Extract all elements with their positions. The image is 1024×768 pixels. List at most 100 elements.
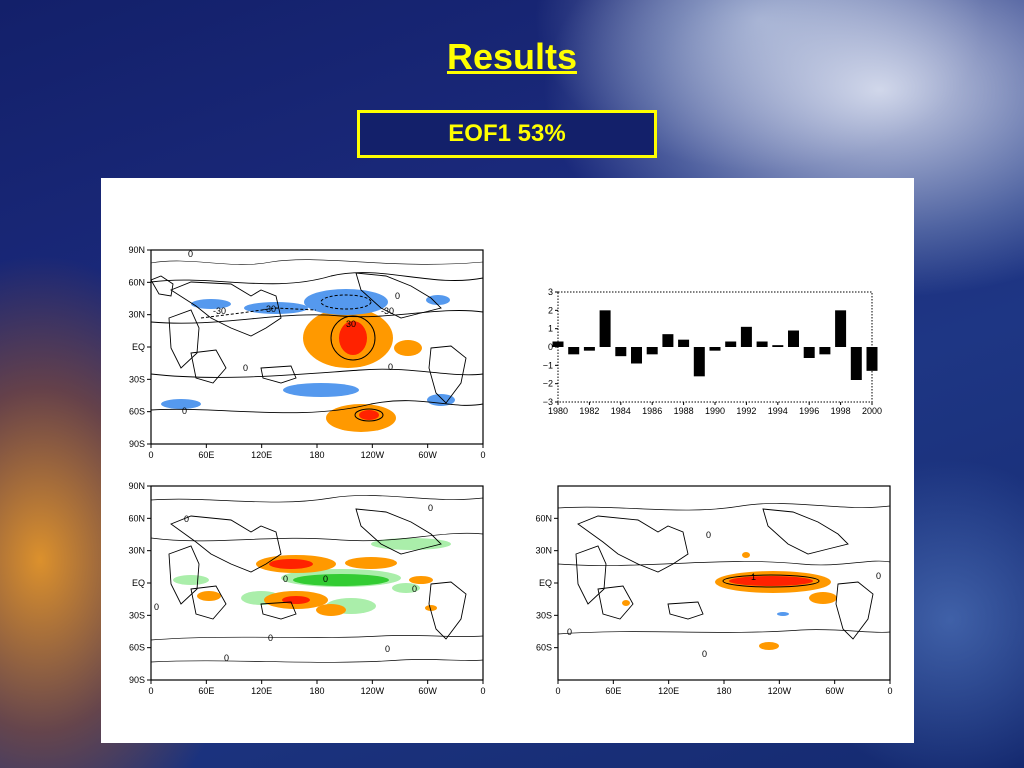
x-tick-label: 1996 [799, 406, 819, 416]
y-tick-label: 3 [548, 287, 553, 297]
map1-lon-label: 180 [309, 450, 324, 460]
map3-lon-label: 180 [716, 686, 731, 696]
map1-lat-label: 60S [129, 407, 145, 417]
map3-lon-label: 0 [555, 686, 560, 696]
bar-1986 [646, 347, 658, 355]
map3-lon-label: 0 [887, 686, 892, 696]
map2-lon-label: 60W [418, 686, 437, 696]
y-tick-label: 1 [548, 324, 553, 334]
map3-contour-label: 0 [706, 530, 711, 540]
map1-contour-label: -30 [213, 306, 226, 316]
map1-lat-label: 90S [129, 439, 145, 449]
map1-lon-label: 60E [198, 450, 214, 460]
map3-lat-label: 60S [536, 643, 552, 653]
figure-panel: -30 -30 -30 30 0 0 0 0 0 [101, 178, 914, 743]
map3-contour-label: 1 [751, 572, 756, 582]
map1-contour-label: 0 [243, 363, 248, 373]
map2-lat-label: 30S [129, 610, 145, 620]
map2-lat-label: EQ [132, 578, 145, 588]
map1-lat-label: EQ [132, 342, 145, 352]
map2-contour-label: 0 [268, 633, 273, 643]
bar-1982 [583, 347, 595, 351]
map2-precip-pattern: 0 0 0 0 0 0 0 0 0 [150, 485, 484, 681]
map1-lon-label: 120W [361, 450, 385, 460]
map3-lon-label: 120W [768, 686, 792, 696]
map2-contour-label: 0 [412, 584, 417, 594]
bar-1987 [662, 334, 674, 347]
map3-contour-label: 0 [567, 627, 572, 637]
map1-lon-label: 0 [148, 450, 153, 460]
bar-1985 [631, 347, 642, 364]
map3-contour-label: 0 [702, 649, 707, 659]
map1-contour-label: 30 [346, 319, 356, 329]
x-tick-label: 1986 [642, 406, 662, 416]
map2-lon-label: 120W [361, 686, 385, 696]
bar-1984 [615, 347, 627, 357]
slide-title: Results [446, 36, 578, 77]
bar-1990 [709, 347, 721, 351]
x-tick-label: 1988 [674, 406, 694, 416]
bar-1993 [756, 341, 768, 347]
map1-lat-label: 90N [128, 245, 145, 255]
x-tick-label: 1990 [705, 406, 725, 416]
bar-1999 [850, 347, 862, 380]
x-tick-label: 1982 [579, 406, 599, 416]
map2-lon-label: 0 [480, 686, 485, 696]
map2-contour-label: 0 [184, 514, 189, 524]
map3-lat-label: 30S [536, 610, 552, 620]
map1-lat-label: 60N [128, 277, 145, 287]
map2-lat-label: 60S [129, 643, 145, 653]
map2-contour-label: 0 [385, 644, 390, 654]
bar-1994 [772, 345, 784, 347]
x-tick-label: 1992 [736, 406, 756, 416]
map3-lon-label: 60E [605, 686, 621, 696]
map2-contour-label: 0 [283, 574, 288, 584]
x-tick-label: 1998 [831, 406, 851, 416]
map1-lat-label: 30S [129, 374, 145, 384]
bar-1997 [819, 347, 831, 355]
map3-lon-label: 120E [658, 686, 679, 696]
map2-lat-label: 30N [128, 546, 145, 556]
map2-contour-label: 0 [224, 653, 229, 663]
map3-contour-label: 0 [876, 571, 881, 581]
figure-svg: -30 -30 -30 30 0 0 0 0 0 [128, 245, 892, 696]
map1-contour-label: 0 [188, 249, 193, 259]
map2-contour-label: 0 [428, 503, 433, 513]
bar-1989 [693, 347, 705, 377]
bar-2000 [866, 347, 878, 371]
x-tick-label: 1984 [611, 406, 631, 416]
bar-1983 [599, 310, 611, 347]
bar-1995 [788, 330, 799, 347]
map3-lat-label: 30N [535, 546, 552, 556]
bar-1980 [552, 341, 564, 347]
map2-lon-label: 120E [251, 686, 272, 696]
bar-1988 [678, 339, 690, 347]
map2-lon-label: 60E [198, 686, 214, 696]
map2-contour-label: 0 [154, 602, 159, 612]
map2-lat-label: 90S [129, 675, 145, 685]
map2-lon-label: 180 [309, 686, 324, 696]
map1-lon-label: 60W [418, 450, 437, 460]
x-tick-label: 1980 [548, 406, 568, 416]
map1-contour-label: -30 [381, 306, 394, 316]
map2-lat-label: 90N [128, 481, 145, 491]
map1-lon-label: 120E [251, 450, 272, 460]
y-tick-label: −2 [543, 379, 553, 389]
map2-contour-label: 0 [323, 574, 328, 584]
y-tick-label: −3 [543, 397, 553, 407]
bar-1996 [803, 347, 815, 358]
x-tick-label: 2000 [862, 406, 882, 416]
y-tick-label: 0 [548, 342, 553, 352]
map1-lon-label: 0 [480, 450, 485, 460]
map2-lat-label: 60N [128, 513, 145, 523]
map3-lat-label: 60N [535, 513, 552, 523]
bar-1991 [725, 341, 737, 347]
y-tick-label: −1 [543, 360, 553, 370]
bar-1992 [740, 326, 752, 347]
map3-lon-label: 60W [825, 686, 844, 696]
map1-contour-label: -30 [263, 304, 276, 314]
bar-1998 [835, 310, 847, 347]
bar-1981 [568, 347, 580, 355]
